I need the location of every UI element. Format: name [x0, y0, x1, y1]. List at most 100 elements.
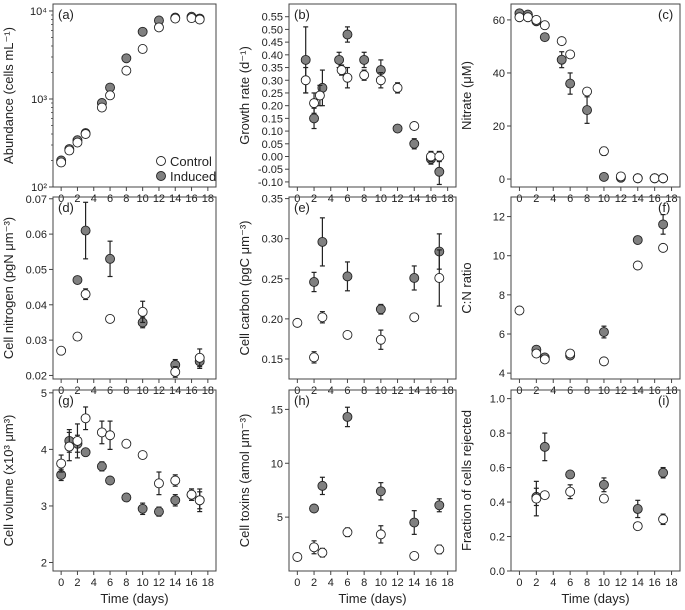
control-point — [539, 20, 550, 31]
induced-point — [72, 275, 83, 285]
x-tick-label: 2 — [533, 385, 539, 397]
y-axis-label: Growth rate (d⁻¹) — [237, 46, 252, 145]
control-point — [72, 331, 83, 342]
control-point — [539, 354, 550, 365]
y-axis-label: Cell carbon (pgC μm⁻³) — [237, 221, 252, 356]
control-point — [105, 430, 116, 441]
control-point — [531, 14, 542, 25]
induced-point — [309, 503, 319, 514]
induced-point — [434, 500, 445, 511]
x-tick-label: 6 — [344, 193, 350, 205]
control-point — [409, 550, 420, 561]
x-tick-label: 10 — [375, 385, 387, 397]
x-tick-label: 4 — [91, 577, 97, 589]
x-tick-label: 12 — [391, 385, 403, 397]
control-point — [64, 145, 75, 156]
control-point — [658, 242, 669, 253]
y-tick-label: 0.55 — [262, 12, 283, 24]
y-tick-label: 10³ — [31, 94, 47, 106]
x-tick-label: 0 — [294, 193, 300, 205]
x-tick-label: 8 — [123, 385, 129, 397]
control-point — [194, 14, 205, 25]
panel-frame — [52, 196, 217, 380]
x-tick-label: 4 — [550, 193, 556, 205]
control-point — [309, 352, 319, 363]
x-tick-label: 18 — [665, 577, 677, 589]
induced-point — [658, 467, 669, 478]
induced-point — [342, 271, 353, 282]
control-point — [96, 102, 107, 113]
y-tick-label: 0.20 — [262, 314, 283, 326]
control-point — [300, 75, 311, 86]
induced-point — [342, 411, 353, 422]
control-point — [599, 146, 609, 157]
x-tick-label: 4 — [91, 385, 97, 397]
x-tick-label: 16 — [185, 385, 197, 397]
x-tick-label: 10 — [137, 193, 149, 205]
y-tick-label: -0.10 — [258, 177, 283, 189]
induced-point — [375, 304, 386, 315]
induced-point — [342, 29, 353, 40]
control-point — [375, 75, 386, 86]
x-tick-label: 6 — [567, 577, 573, 589]
y-axis-label: Cell volume (x10³ μm³) — [1, 415, 16, 547]
x-tick-label: 2 — [74, 193, 80, 205]
panel-a: 0 2 4 6 8 10 12 14 16 18 10² 10³ 10⁴ (a) Abundance (ce… — [1, 3, 217, 205]
x-axis-label: Time (days) — [338, 591, 406, 606]
x-tick-label: 18 — [442, 193, 454, 205]
control-point — [375, 334, 386, 345]
control-point — [56, 345, 67, 356]
panel-frame — [52, 389, 217, 572]
x-tick-label: 0 — [516, 385, 522, 397]
panel-frame — [510, 196, 681, 380]
induced-point — [556, 54, 567, 65]
x-tick-label: 12 — [153, 385, 165, 397]
control-point — [342, 329, 353, 340]
y-tick-label: 0.20 — [262, 101, 283, 113]
induced-point — [409, 273, 420, 283]
panel-tag: (i) — [658, 393, 670, 408]
y-tick-label: 0 — [499, 174, 505, 186]
induced-point — [359, 54, 370, 65]
panel-b: 0 2 4 6 8 10 12 14 16 18 -0.10-0.050.000.050.100.1… — [237, 3, 457, 205]
induced-point — [80, 447, 91, 458]
control-point — [599, 493, 609, 504]
y-tick-label: 0.0 — [490, 566, 505, 578]
y-tick-label: 5 — [277, 512, 283, 524]
y-tick-label: 5 — [41, 388, 47, 400]
x-tick-label: 8 — [361, 577, 367, 589]
y-tick-label: 4 — [499, 368, 505, 380]
x-tick-label: 6 — [344, 577, 350, 589]
x-tick-label: 16 — [649, 193, 661, 205]
control-point — [434, 151, 445, 162]
induced-point — [121, 53, 132, 64]
x-tick-label: 12 — [153, 193, 165, 205]
x-tick-label: 14 — [408, 385, 420, 397]
control-point — [434, 544, 445, 555]
x-tick-label: 18 — [665, 385, 677, 397]
induced-point — [300, 54, 311, 65]
induced-point — [658, 219, 669, 230]
x-tick-label: 12 — [615, 385, 627, 397]
control-point — [632, 260, 643, 271]
x-tick-label: 18 — [665, 193, 677, 205]
y-tick-label: 12 — [493, 212, 505, 224]
control-point — [317, 312, 328, 323]
induced-point — [599, 171, 609, 182]
panel-tag: (a) — [58, 7, 74, 22]
x-tick-label: 12 — [615, 193, 627, 205]
control-point — [80, 289, 91, 300]
x-tick-label: 4 — [550, 577, 556, 589]
panel-h: 0 2 4 6 8 10 12 14 16 18 5 10 15 (h) Cell toxins (amol… — [237, 389, 457, 606]
x-tick-label: 8 — [123, 193, 129, 205]
induced-point — [392, 123, 403, 134]
control-point — [409, 121, 420, 131]
control-point — [137, 44, 148, 54]
y-tick-label: 0.4 — [490, 497, 505, 509]
x-tick-label: 14 — [169, 193, 181, 205]
y-tick-label: 4 — [41, 444, 47, 456]
x-tick-label: 0 — [516, 193, 522, 205]
control-point — [121, 438, 132, 449]
